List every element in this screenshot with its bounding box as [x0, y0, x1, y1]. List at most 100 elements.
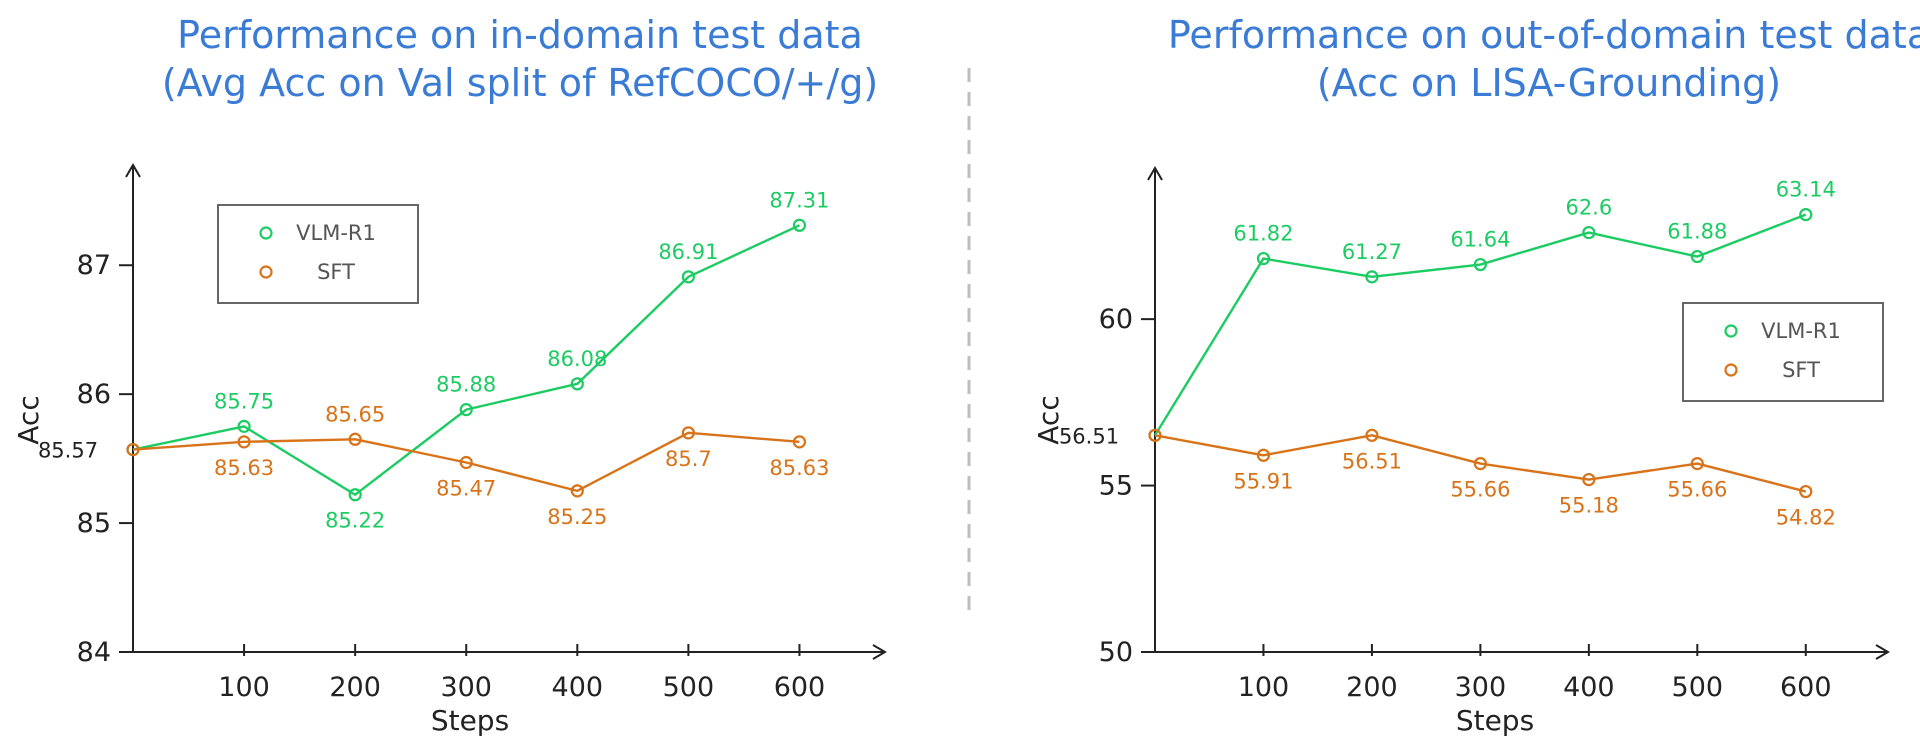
legend-box — [1682, 302, 1884, 402]
data-point — [348, 432, 362, 446]
data-point — [1256, 251, 1271, 266]
data-label: 86.08 — [547, 347, 607, 371]
data-label: 85.25 — [547, 505, 607, 529]
data-point — [570, 377, 584, 391]
data-point — [792, 218, 807, 232]
data-label: 62.6 — [1565, 196, 1612, 220]
data-point — [1473, 257, 1487, 272]
data-label: 63.14 — [1776, 178, 1836, 202]
data-point — [1690, 249, 1704, 264]
x-tick-label: 500 — [1672, 672, 1724, 703]
x-tick-label: 200 — [329, 672, 381, 703]
legend-marker-vlm-r1 — [259, 226, 273, 240]
data-point — [237, 419, 251, 433]
series-line-vlm-r1 — [1153, 213, 1807, 436]
x-tick-label: 300 — [440, 672, 492, 703]
x-axis-label: Steps — [1456, 704, 1534, 737]
data-point — [792, 435, 807, 449]
data-point — [1799, 208, 1813, 222]
data-label: 87.31 — [769, 188, 829, 212]
y-tick-label: 85 — [77, 508, 111, 539]
data-label: 85.88 — [436, 373, 496, 397]
y-tick-label: 87 — [77, 250, 111, 281]
chart-in-domain: 84 85 86 87 100 200 300 400 500 600 Steps Acc 85.75 8… — [12, 163, 887, 737]
data-label: 54.82 — [1776, 506, 1836, 530]
data-label: 85.22 — [325, 509, 385, 533]
data-label: 55.18 — [1559, 494, 1619, 518]
data-label: 85.63 — [769, 456, 829, 480]
x-tick-label: 600 — [1780, 672, 1832, 703]
data-point — [1473, 456, 1487, 471]
y-tick-label: 60 — [1099, 304, 1133, 335]
chart-2-subtitle: (Acc on LISA-Grounding) — [1317, 61, 1781, 105]
legend-label: SFT — [1782, 358, 1820, 382]
x-axis-arrow — [1875, 644, 1890, 660]
data-label: 86.91 — [658, 240, 718, 264]
data-point — [126, 442, 140, 457]
data-point — [570, 484, 584, 498]
data-point — [459, 455, 473, 470]
data-label: 61.82 — [1233, 222, 1293, 246]
chart-1-subtitle: (Avg Acc on Val split of RefCOCO/+/g) — [162, 61, 878, 105]
data-label: 61.64 — [1450, 228, 1510, 252]
data-label: 85.63 — [214, 456, 274, 480]
x-tick-label: 600 — [774, 672, 826, 703]
x-tick-label: 100 — [1238, 672, 1290, 703]
x-tick-label: 100 — [218, 672, 270, 703]
data-label: 85.65 — [325, 402, 385, 426]
data-point — [681, 270, 695, 284]
legend-marker-sft — [259, 265, 273, 279]
legend-label: SFT — [317, 260, 355, 284]
data-label: 85.47 — [436, 476, 496, 500]
legend-marker-vlm-r1 — [1724, 324, 1738, 338]
x-tick-label: 300 — [1455, 672, 1507, 703]
data-point — [1582, 225, 1596, 240]
y-tick-label: 55 — [1099, 471, 1133, 502]
legend: VLM-R1 SFT — [1682, 302, 1884, 402]
data-label: 55.91 — [1233, 469, 1293, 493]
data-label: 55.66 — [1450, 478, 1510, 502]
data-label: 85.7 — [665, 447, 712, 471]
data-point — [1148, 428, 1162, 442]
data-point — [459, 403, 473, 417]
data-point — [1690, 456, 1704, 471]
data-label: 56.51 — [1342, 449, 1402, 473]
x-tick-label: 500 — [663, 672, 715, 703]
start-value-label: 56.51 — [1059, 424, 1119, 448]
y-axis-arrow — [1147, 166, 1163, 181]
legend-label: VLM-R1 — [296, 221, 376, 245]
data-point — [681, 426, 695, 440]
start-value-label: 85.57 — [38, 439, 98, 463]
x-axis-arrow — [872, 644, 887, 660]
x-tick-label: 200 — [1346, 672, 1398, 703]
data-point — [1365, 428, 1379, 442]
legend: VLM-R1 SFT — [217, 204, 419, 304]
x-axis-label: Steps — [431, 704, 509, 737]
series-line-sft — [132, 431, 800, 493]
data-point — [1365, 270, 1379, 284]
data-point — [348, 488, 362, 502]
y-axis-arrow — [125, 163, 141, 178]
data-label: 55.66 — [1667, 478, 1727, 502]
y-tick-label: 86 — [77, 379, 111, 410]
x-tick-label: 400 — [552, 672, 604, 703]
chart-1-title: Performance on in-domain test data — [177, 13, 863, 57]
data-point — [237, 435, 251, 449]
data-label: 61.27 — [1342, 240, 1402, 264]
series-line-sft — [1154, 434, 1807, 493]
data-point — [1582, 472, 1596, 487]
data-point — [1256, 448, 1271, 462]
x-tick-label: 400 — [1563, 672, 1615, 703]
y-tick-label: 84 — [77, 637, 111, 668]
legend-box — [217, 204, 419, 304]
data-label: 85.75 — [214, 389, 274, 413]
y-tick-label: 50 — [1099, 637, 1133, 668]
data-point — [1799, 484, 1813, 499]
data-label: 61.88 — [1667, 220, 1727, 244]
y-axis-label: Acc — [12, 395, 45, 444]
y-axis-label: Acc — [1032, 395, 1065, 444]
legend-marker-sft — [1724, 363, 1738, 377]
series-line-vlm-r1 — [132, 224, 800, 496]
chart-out-of-domain: 50 55 60 100 200 300 400 500 600 Steps Acc 61.82 61.… — [1032, 166, 1890, 737]
